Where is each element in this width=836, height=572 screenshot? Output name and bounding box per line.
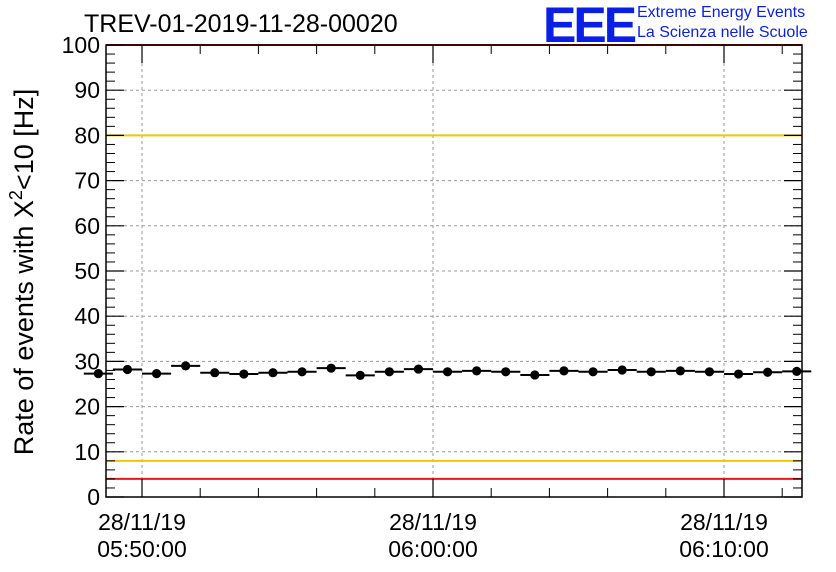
data-point	[559, 366, 569, 376]
x-tick-label-date: 28/11/19	[98, 509, 186, 535]
y-tick-label: 90	[74, 77, 100, 103]
data-point	[675, 366, 685, 376]
data-point	[93, 369, 103, 379]
data-point	[617, 365, 627, 375]
y-tick-label: 70	[74, 168, 100, 194]
data-point	[442, 367, 453, 377]
y-tick-label: 0	[87, 484, 100, 510]
data-point	[472, 366, 482, 376]
data-point	[413, 364, 424, 374]
x-tick-label-date: 28/11/19	[389, 509, 477, 535]
data-point	[588, 367, 598, 377]
data-point	[151, 369, 162, 379]
data-point	[704, 367, 715, 377]
y-tick-label: 100	[62, 32, 100, 58]
data-point	[530, 370, 540, 380]
data-point	[122, 364, 133, 375]
x-tick-label-time: 06:10:00	[679, 536, 769, 562]
data-point	[501, 367, 511, 377]
x-tick-label-date: 28/11/19	[680, 509, 768, 535]
data-point	[792, 366, 802, 376]
x-tick-label-time: 05:50:00	[97, 536, 187, 562]
data-point	[646, 367, 656, 377]
data-points	[83, 361, 812, 381]
y-axis-title-main: Rate of events with X	[9, 200, 39, 455]
y-tick-label: 20	[74, 394, 100, 420]
y-tick-label: 60	[74, 213, 100, 239]
x-tick-labels: 28/11/1905:50:0028/11/1906:00:0028/11/19…	[97, 509, 769, 562]
y-axis-title-rest: <10 [Hz]	[9, 89, 39, 190]
grid-lines	[106, 45, 802, 497]
logo-text-line1: Extreme Energy Events	[637, 4, 806, 21]
y-tick-label: 40	[74, 303, 100, 329]
axis-ticks	[106, 44, 802, 498]
logo-text-line2: La Scienza nelle Scuole	[637, 24, 808, 41]
x-tick-label-time: 06:00:00	[388, 536, 478, 562]
data-point	[181, 361, 191, 371]
data-point	[384, 367, 394, 377]
threshold-lines	[106, 44, 802, 480]
y-tick-label: 50	[74, 258, 100, 284]
data-point	[763, 367, 773, 377]
chart-title: TREV-01-2019-11-28-00020	[84, 10, 398, 38]
y-tick-label: 80	[74, 122, 100, 148]
data-point	[326, 363, 336, 373]
data-point	[297, 367, 307, 377]
data-point	[355, 370, 365, 381]
data-point	[268, 368, 278, 378]
y-axis-title-sup: 2	[6, 190, 26, 200]
data-point	[210, 368, 220, 378]
eee-logo: EEE	[543, 0, 637, 53]
data-point	[733, 369, 744, 379]
y-axis-title: Rate of events with X2<10 [Hz]	[6, 89, 39, 455]
y-tick-label: 10	[74, 439, 100, 465]
data-point	[239, 369, 249, 379]
